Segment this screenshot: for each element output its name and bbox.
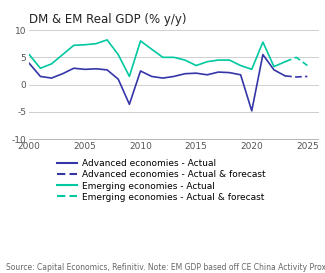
Text: Source: Capital Economics, Refinitiv. Note: EM GDP based off CE China Activity P: Source: Capital Economics, Refinitiv. No… [6,263,325,272]
Legend: Advanced economies - Actual, Advanced economies - Actual & forecast, Emerging ec: Advanced economies - Actual, Advanced ec… [57,159,266,202]
Text: DM & EM Real GDP (% y/y): DM & EM Real GDP (% y/y) [29,13,187,26]
